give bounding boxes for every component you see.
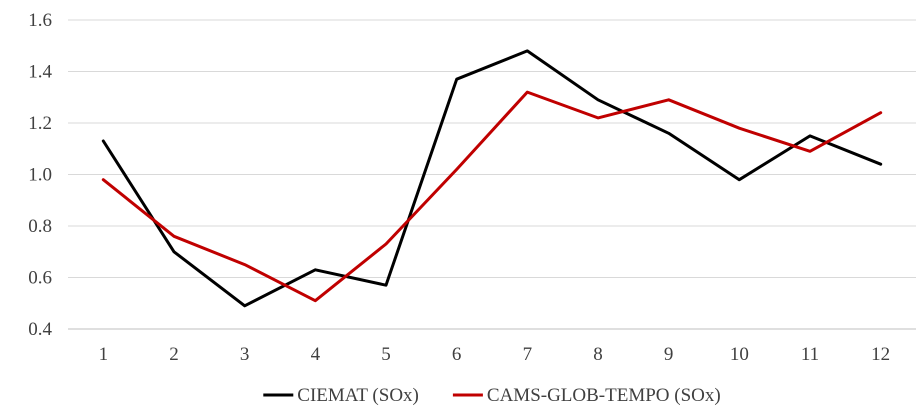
x-tick-label: 11 [801,344,819,365]
legend-item-ciemat: CIEMAT (SOx) [263,385,419,406]
y-tick-label: 0.6 [28,268,52,289]
y-tick-label: 1.2 [28,113,52,134]
series-line-cams-glob-tempo [101,90,883,303]
y-tick-label: 1.0 [28,165,52,186]
x-tick-label: 10 [730,344,749,365]
x-tick-label: 4 [311,344,321,365]
x-tick-label: 9 [664,344,674,365]
x-tick-label: 6 [452,344,462,365]
x-tick-label: 12 [871,344,890,365]
legend-label: CIEMAT (SOx) [297,385,419,406]
x-tick-label: 1 [99,344,109,365]
series-lines [101,49,883,308]
x-tick-label: 8 [593,344,603,365]
legend-item-cams-glob-tempo: CAMS-GLOB-TEMPO (SOx) [452,385,721,406]
y-tick-label: 0.8 [28,216,52,237]
x-tick-label: 7 [523,344,533,365]
y-tick-label: 1.4 [28,62,52,83]
x-tick-label: 2 [169,344,179,365]
y-tick-label: 1.6 [28,10,52,31]
x-tick-label: 3 [240,344,250,365]
y-axis-ticks: 0.4 0.6 0.8 1.0 1.2 1.4 1.6 [28,10,52,340]
y-tick-label: 0.4 [28,319,52,340]
x-tick-label: 5 [381,344,391,365]
series-line-ciemat [101,49,883,308]
x-axis-ticks: 1 2 3 4 5 6 7 8 9 10 11 12 [99,344,891,365]
legend: CIEMAT (SOx) CAMS-GLOB-TEMPO (SOx) [263,385,721,406]
legend-label: CAMS-GLOB-TEMPO (SOx) [487,385,721,406]
